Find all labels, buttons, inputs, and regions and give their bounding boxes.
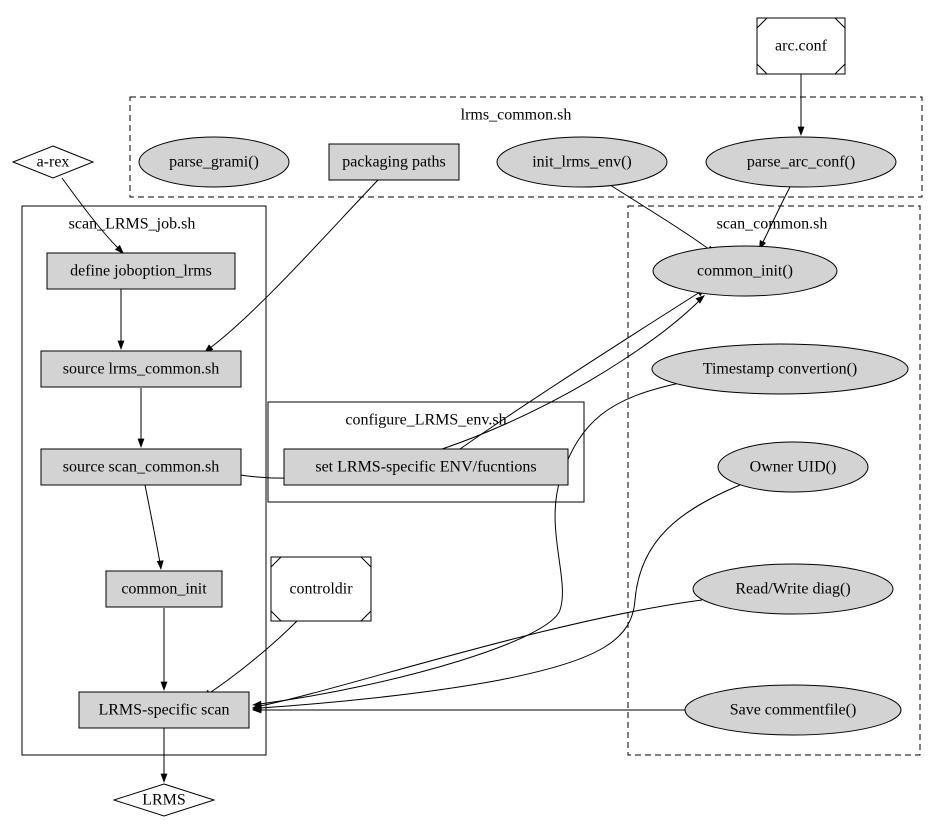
svg-text:lrms_common.sh: lrms_common.sh xyxy=(461,107,572,124)
node-read_write_diag: Read/Write diag() xyxy=(693,564,893,614)
node-controldir: controldir xyxy=(271,557,371,621)
edge-controldir-lrms_specific_scan xyxy=(202,621,297,698)
edge-source_lrms_common-source_scan_common xyxy=(138,388,145,448)
svg-text:packaging paths: packaging paths xyxy=(342,154,446,171)
node-source_lrms_common: source lrms_common.sh xyxy=(41,351,241,387)
svg-text:arc.conf: arc.conf xyxy=(775,38,828,55)
node-packaging_paths: packaging paths xyxy=(329,144,459,180)
edge-init_lrms_env-common_init_ellipse xyxy=(610,185,716,254)
svg-text:configure_LRMS_env.sh: configure_LRMS_env.sh xyxy=(345,412,506,429)
node-common_init_ellipse: common_init() xyxy=(653,246,837,296)
edge-common_init_box-lrms_specific_scan xyxy=(161,608,168,691)
node-timestamp_conv: Timestamp convertion() xyxy=(652,344,908,394)
svg-text:Save commentfile(): Save commentfile() xyxy=(730,702,857,719)
svg-text:LRMS-specific scan: LRMS-specific scan xyxy=(98,702,229,719)
svg-text:source lrms_common.sh: source lrms_common.sh xyxy=(63,361,219,378)
svg-text:Timestamp convertion(): Timestamp convertion() xyxy=(703,361,858,378)
svg-text:LRMS: LRMS xyxy=(142,792,186,809)
edge-save_commentfile-lrms_specific_scan xyxy=(252,707,685,714)
svg-text:common_init(): common_init() xyxy=(697,263,793,280)
svg-text:Read/Write diag(): Read/Write diag() xyxy=(735,581,850,598)
node-lrms_diamond: LRMS xyxy=(114,784,214,816)
node-common_init_box: common_init xyxy=(106,571,222,607)
svg-text:scan_LRMS_job.sh: scan_LRMS_job.sh xyxy=(69,216,196,233)
svg-text:parse_grami(): parse_grami() xyxy=(169,154,259,171)
edge-timestamp_conv-lrms_specific_scan xyxy=(252,383,680,708)
node-owner_uid: Owner UID() xyxy=(718,442,868,492)
node-a_rex: a-rex xyxy=(13,146,93,178)
node-arc_conf: arc.conf xyxy=(757,18,845,74)
node-source_scan_common: source scan_common.sh xyxy=(41,449,241,485)
node-lrms_specific_scan: LRMS-specific scan xyxy=(79,692,249,728)
node-parse_grami: parse_grami() xyxy=(139,137,289,187)
svg-text:init_lrms_env(): init_lrms_env() xyxy=(532,154,632,171)
svg-text:parse_arc_conf(): parse_arc_conf() xyxy=(747,154,855,171)
svg-text:source scan_common.sh: source scan_common.sh xyxy=(63,459,219,476)
edge-source_scan_common-common_init_box xyxy=(145,485,164,570)
node-save_commentfile: Save commentfile() xyxy=(685,685,901,735)
svg-text:common_init: common_init xyxy=(121,581,207,598)
svg-text:a-rex: a-rex xyxy=(37,154,70,171)
edge-define_joboption-source_lrms_common xyxy=(118,289,125,350)
node-define_joboption: define joboption_lrms xyxy=(47,253,235,289)
svg-text:define joboption_lrms: define joboption_lrms xyxy=(70,263,212,280)
node-parse_arc_conf: parse_arc_conf() xyxy=(706,137,896,187)
node-init_lrms_env: init_lrms_env() xyxy=(497,137,667,187)
svg-text:Owner UID(): Owner UID() xyxy=(750,459,837,476)
edge-arc_conf-parse_arc_conf xyxy=(798,74,805,136)
svg-text:set LRMS-specific ENV/fucntion: set LRMS-specific ENV/fucntions xyxy=(315,459,536,476)
node-set_lrms_env: set LRMS-specific ENV/fucntions xyxy=(284,449,568,485)
svg-text:controldir: controldir xyxy=(289,581,353,598)
